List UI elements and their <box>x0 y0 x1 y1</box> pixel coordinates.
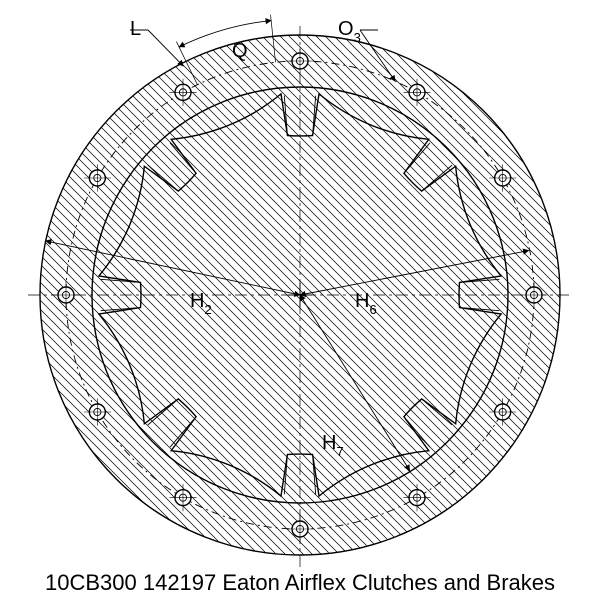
label-L: L <box>130 18 141 41</box>
label-H2: H2 <box>190 290 212 315</box>
label-O3: O3 <box>338 18 361 43</box>
caption: 10CB300 142197 Eaton Airflex Clutches an… <box>0 570 600 596</box>
label-Q: Q <box>232 40 248 63</box>
dimension-leaders <box>46 15 529 471</box>
label-H6: H6 <box>355 290 377 315</box>
diagram-container: { "caption": "10CB300 142197 Eaton Airfl… <box>0 0 600 600</box>
label-H7: H7 <box>322 432 344 457</box>
diagram-svg <box>0 0 600 600</box>
